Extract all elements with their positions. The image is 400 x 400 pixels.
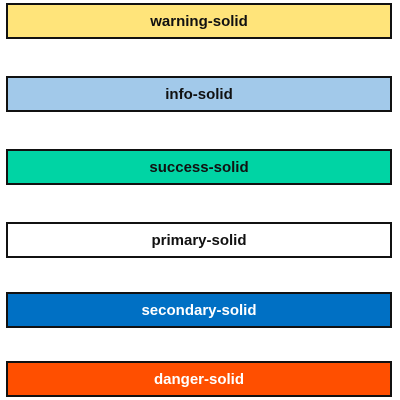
warning-solid-button[interactable]: warning-solid xyxy=(6,3,392,39)
info-solid-button[interactable]: info-solid xyxy=(6,76,392,112)
primary-solid-label: primary-solid xyxy=(151,231,247,249)
success-solid-label: success-solid xyxy=(149,158,249,176)
secondary-solid-button[interactable]: secondary-solid xyxy=(6,292,392,328)
success-solid-button[interactable]: success-solid xyxy=(6,149,392,185)
danger-solid-label: danger-solid xyxy=(153,370,244,388)
info-solid-label: info-solid xyxy=(165,85,233,103)
warning-solid-label: warning-solid xyxy=(150,12,248,30)
primary-solid-button[interactable]: primary-solid xyxy=(6,222,392,258)
secondary-solid-label: secondary-solid xyxy=(141,301,257,319)
danger-solid-button[interactable]: danger-solid xyxy=(6,361,392,397)
